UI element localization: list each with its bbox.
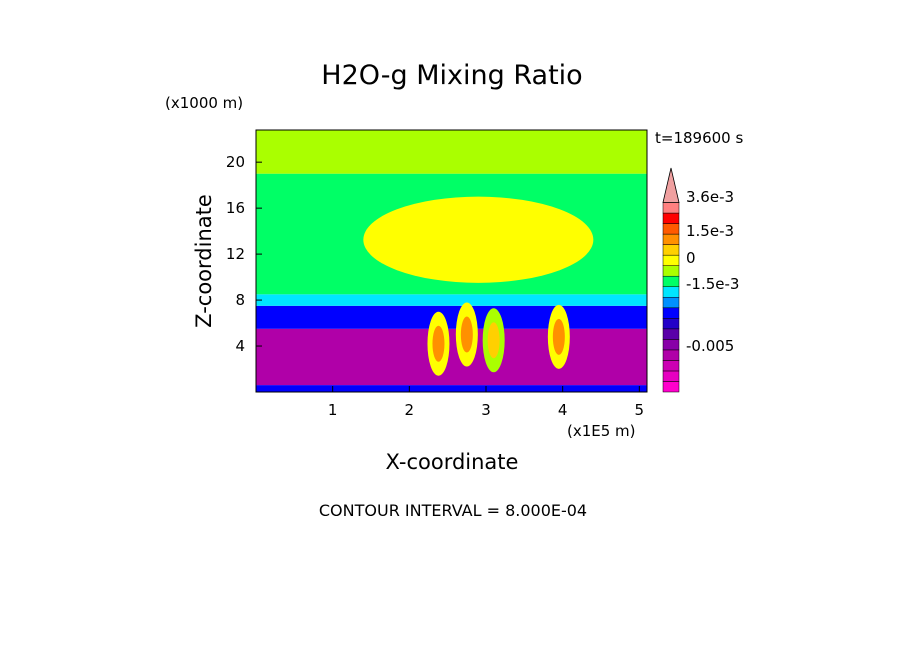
- colorbar-swatch-14: [662, 233, 680, 245]
- colorbar-swatch-2: [662, 360, 680, 372]
- y-tick-label-4: 20: [226, 153, 245, 171]
- colorbar-swatch-13: [662, 244, 680, 256]
- contour-interval-label: CONTOUR INTERVAL = 8.000E-04: [319, 501, 587, 520]
- plot-frame: [255, 129, 648, 393]
- colorbar-swatch-9: [662, 286, 680, 298]
- colorbar-swatch-16: [662, 212, 680, 224]
- colorbar-label-1: 1.5e-3: [686, 222, 734, 240]
- contour-region-0: [256, 385, 647, 392]
- contour-plumes: [427, 302, 570, 376]
- y-tick-label-1: 8: [235, 291, 245, 309]
- colorbar-swatch-3: [662, 349, 680, 361]
- colorbar-swatch-11: [662, 265, 680, 277]
- x-tick-label-2: 3: [481, 401, 491, 419]
- colorbar-label-2: 0: [686, 249, 696, 267]
- contour-region-5: [256, 130, 647, 174]
- chart-title: H2O-g Mixing Ratio: [321, 60, 582, 91]
- contour-region-3: [256, 294, 647, 306]
- colorbar-swatch-5: [662, 328, 680, 340]
- x-unit-label: (x1E5 m): [567, 422, 636, 440]
- y-axis-label: Z-coordinate: [192, 194, 216, 328]
- y-unit-label: (x1000 m): [165, 94, 243, 112]
- x-tick-label-3: 4: [558, 401, 568, 419]
- plume-core-2: [487, 322, 500, 359]
- colorbar-swatch-17: [662, 202, 680, 214]
- x-axis-ticks: 1 2 3 4 5: [328, 386, 644, 419]
- colorbar: [662, 167, 680, 393]
- x-tick-label-0: 1: [328, 401, 338, 419]
- x-tick-label-1: 2: [405, 401, 415, 419]
- colorbar-swatch-10: [662, 275, 680, 287]
- y-tick-label-3: 16: [226, 199, 245, 217]
- colorbar-label-3: -1.5e-3: [686, 275, 739, 293]
- contour-region-2: [256, 305, 647, 329]
- colorbar-swatch-8: [662, 297, 680, 309]
- colorbar-swatch-7: [662, 307, 680, 319]
- colorbar-swatch-4: [662, 339, 680, 351]
- plume-core-3: [552, 318, 565, 355]
- time-label: t=189600 s: [655, 129, 743, 147]
- y-tick-label-0: 4: [235, 337, 245, 355]
- contour-regions: [256, 130, 647, 392]
- colorbar-label-0: 3.6e-3: [686, 188, 734, 206]
- contour-bright-band: [363, 196, 594, 283]
- x-tick-label-4: 5: [635, 401, 645, 419]
- y-axis-ticks: 4 8 12 16 20: [226, 153, 262, 355]
- colorbar-swatch-12: [662, 254, 680, 266]
- colorbar-labels: 3.6e-3 1.5e-3 0 -1.5e-3 -0.005: [686, 188, 739, 355]
- colorbar-swatch-1: [662, 370, 680, 382]
- plot-area: [256, 130, 647, 392]
- y-tick-label-2: 12: [226, 245, 245, 263]
- plume-core-0: [432, 325, 445, 362]
- plume-core-1: [460, 316, 473, 353]
- colorbar-top-arrow: [662, 167, 680, 203]
- x-axis-label: X-coordinate: [386, 450, 519, 474]
- contour-region-1: [256, 328, 647, 386]
- colorbar-swatch-15: [662, 223, 680, 235]
- colorbar-swatch-6: [662, 318, 680, 330]
- colorbar-label-4: -0.005: [686, 337, 734, 355]
- colorbar-swatch-0: [662, 381, 680, 393]
